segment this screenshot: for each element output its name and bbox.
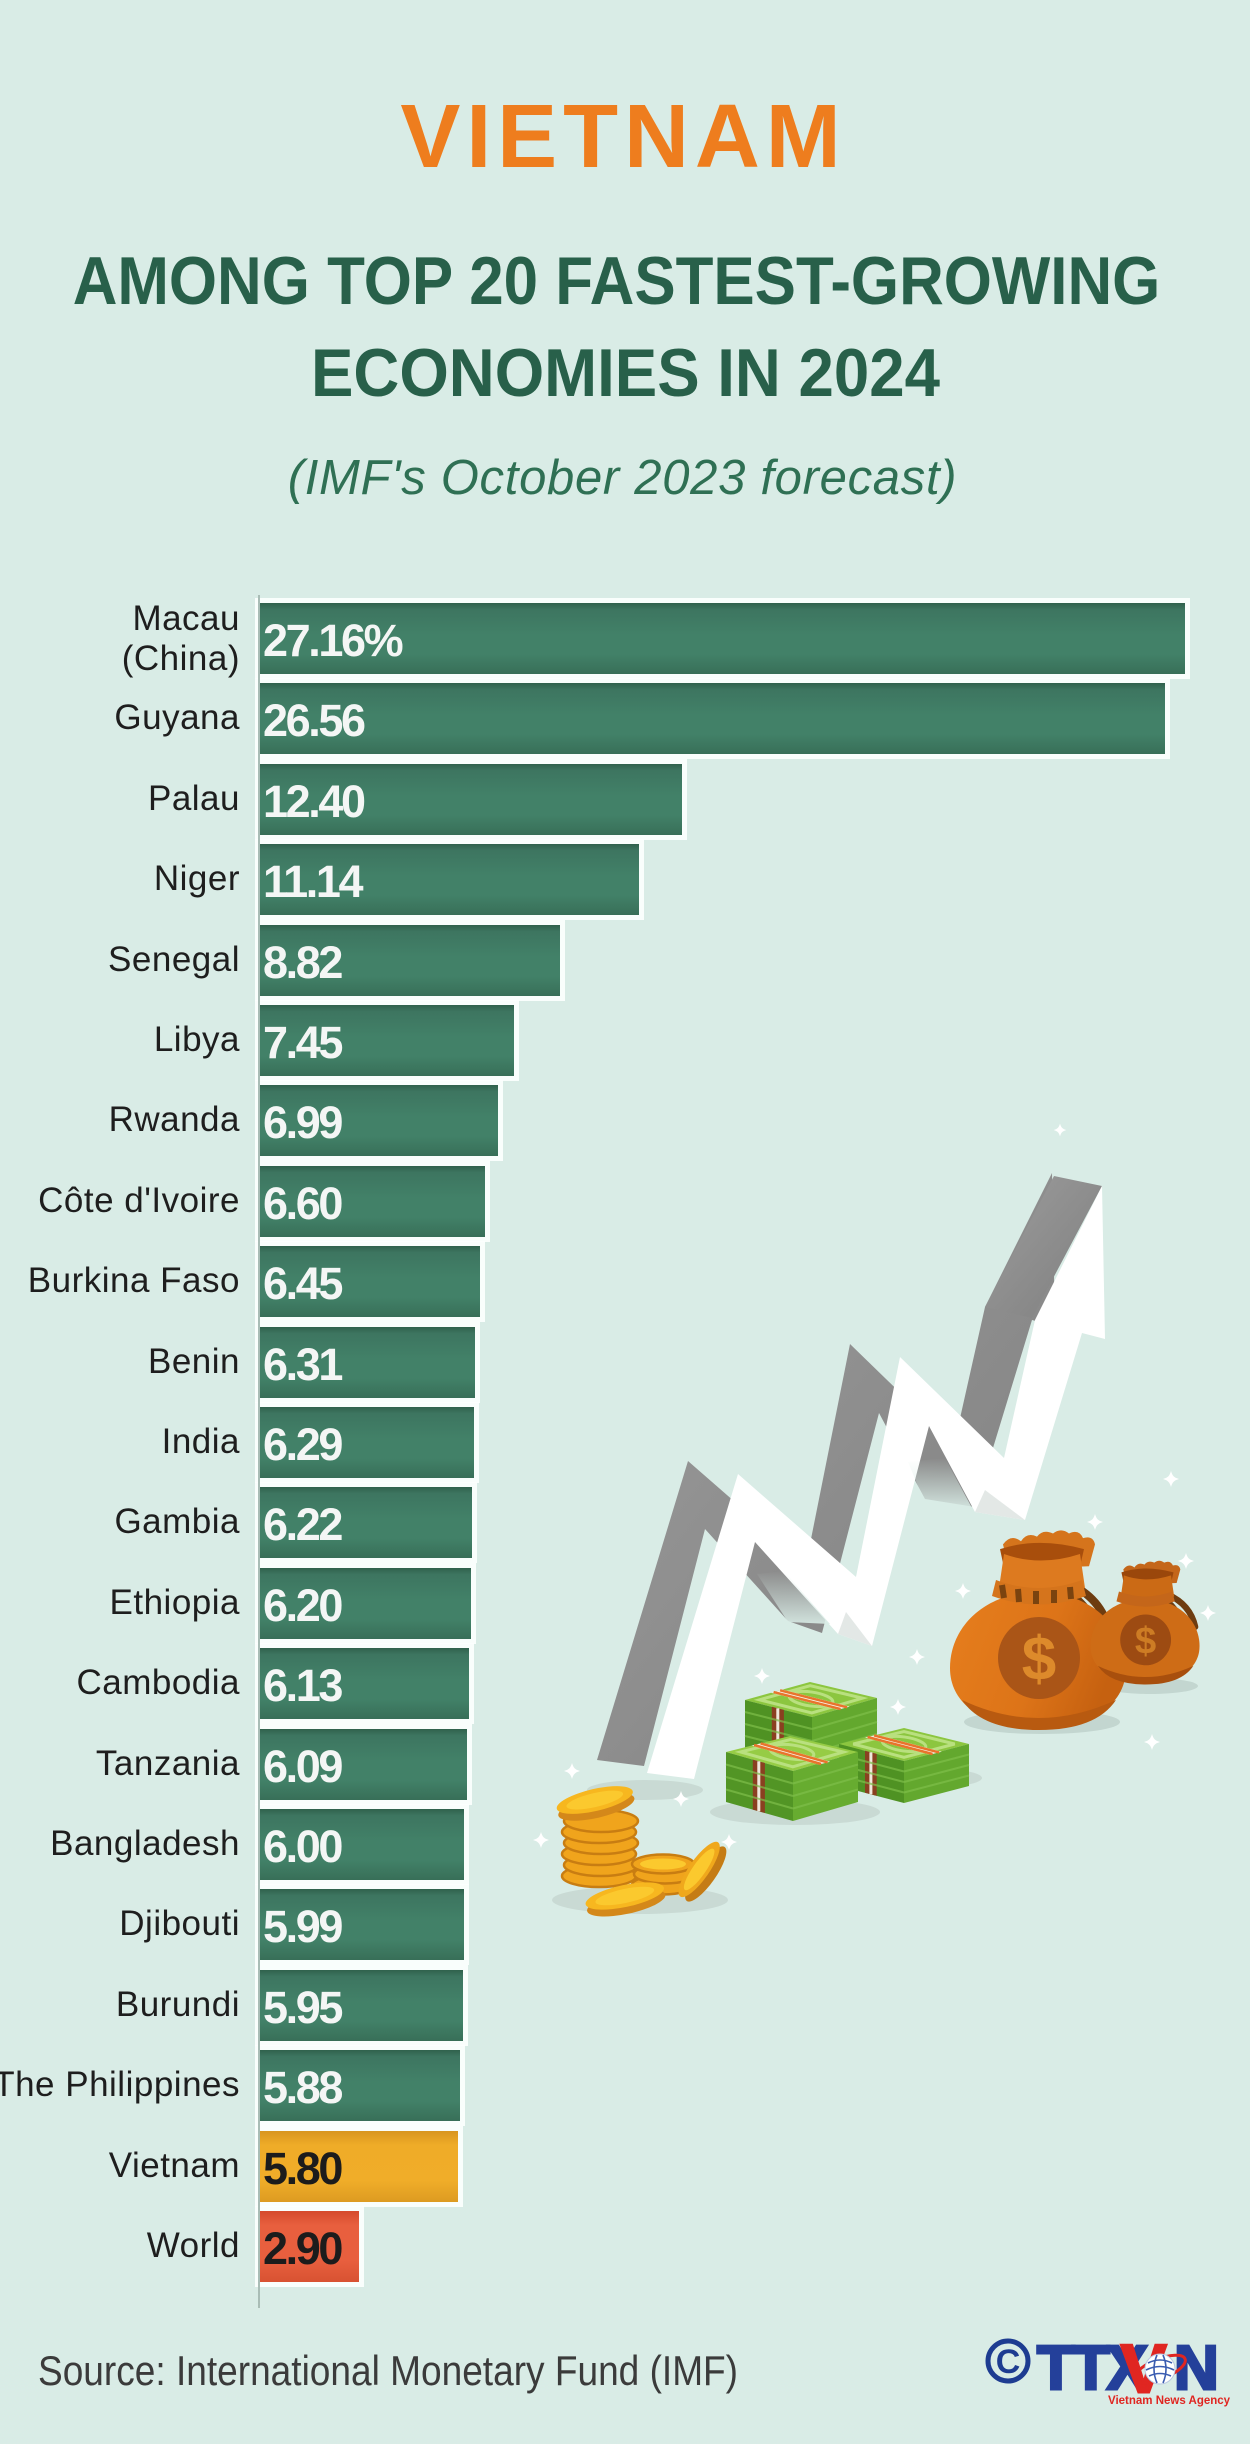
svg-text:Vietnam News Agency: Vietnam News Agency	[1108, 2395, 1231, 2407]
svg-text:TTX: TTX	[1037, 2334, 1148, 2403]
svg-text:$: $	[1135, 1620, 1156, 1663]
svg-text:$: $	[1022, 1625, 1056, 1694]
svg-text:C: C	[996, 2343, 1021, 2381]
